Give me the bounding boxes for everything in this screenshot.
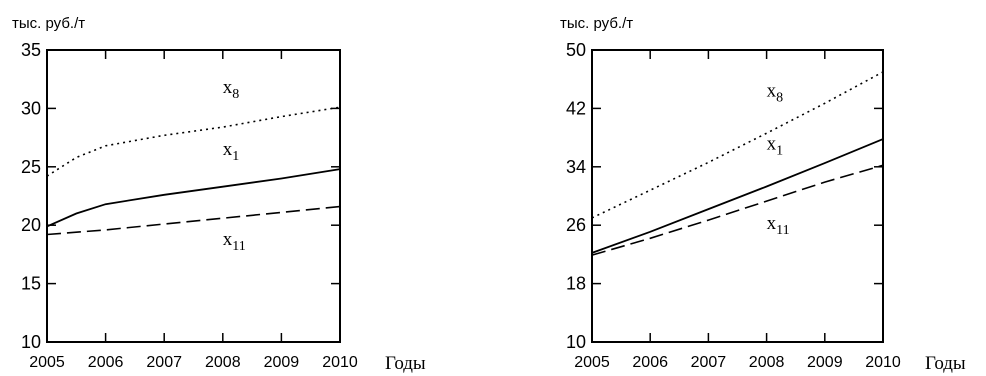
series-line-x11 (591, 164, 884, 256)
y-tick-label: 10 (21, 332, 41, 352)
series-line-x1 (591, 138, 884, 254)
series-label-subscript: 8 (776, 91, 783, 106)
series-label-main: x (767, 81, 777, 102)
series-label-subscript: 8 (232, 87, 239, 102)
x-tick-label: 2009 (264, 354, 300, 371)
series-label-subscript: 11 (776, 223, 789, 238)
series-label-main: x (767, 213, 777, 234)
y-tick-label: 18 (566, 274, 586, 294)
x-tick-label: 2008 (749, 354, 785, 371)
x-tick-label: 2007 (691, 354, 727, 371)
y-tick-label: 15 (21, 274, 41, 294)
plot-frame (46, 49, 341, 343)
x-unit-label: Годы (385, 353, 426, 374)
x-tick-label: 2010 (865, 354, 901, 371)
plot-frame (591, 49, 884, 343)
series-label-x8: x8 (223, 77, 240, 102)
series-label-main: x (223, 139, 233, 160)
y-tick-label: 10 (566, 332, 586, 352)
series-label-main: x (767, 133, 777, 154)
series-label-x11: x11 (223, 229, 246, 254)
x-unit-label: Годы (925, 353, 966, 374)
x-tick-label: 2005 (29, 354, 65, 371)
series-label-x11: x11 (767, 213, 790, 238)
series-label-x1: x1 (767, 133, 784, 158)
series-label-x8: x8 (767, 81, 784, 106)
y-tick-label: 20 (21, 215, 41, 235)
series-line-x11 (46, 205, 341, 236)
y-unit-label: тыс. руб./т (12, 15, 85, 32)
series-line-x8 (46, 106, 341, 177)
x-tick-label: 2006 (88, 354, 124, 371)
x-tick-label: 2007 (146, 354, 182, 371)
y-tick-label: 50 (566, 40, 586, 60)
y-tick-label: 30 (21, 98, 41, 118)
x-tick-label: 2010 (322, 354, 358, 371)
series-label-main: x (223, 229, 233, 250)
x-tick-label: 2008 (205, 354, 241, 371)
series-label-subscript: 1 (232, 149, 239, 164)
series-label-subscript: 11 (232, 239, 245, 254)
x-tick-label: 2006 (632, 354, 668, 371)
series-label-subscript: 1 (776, 143, 783, 158)
y-tick-label: 26 (566, 215, 586, 235)
series-line-x1 (46, 168, 341, 228)
y-unit-label: тыс. руб./т (560, 15, 633, 32)
y-tick-label: 25 (21, 157, 41, 177)
series-label-main: x (223, 77, 233, 98)
series-label-x1: x1 (223, 139, 240, 164)
y-tick-label: 35 (21, 40, 41, 60)
x-tick-label: 2009 (807, 354, 843, 371)
x-tick-label: 2005 (574, 354, 610, 371)
chart-left: тыс. руб./т 10 15 20 25 30 35 2005 2006 2007 200… (12, 15, 426, 374)
y-tick-label: 34 (566, 157, 586, 177)
series-line-x8 (591, 71, 884, 219)
y-tick-label: 42 (566, 98, 586, 118)
